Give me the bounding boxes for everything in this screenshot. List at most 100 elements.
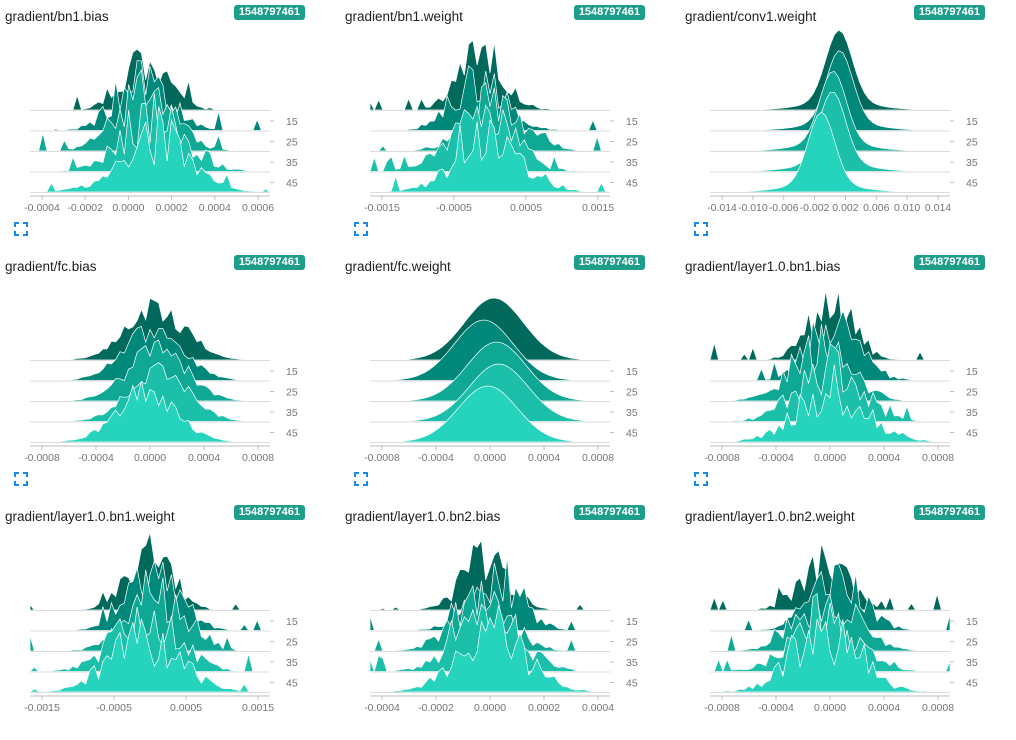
- step-label: 15: [966, 116, 978, 128]
- run-badge: 1548797461: [913, 255, 985, 270]
- x-tick-label: 0.0000: [134, 452, 166, 464]
- step-label: 15: [966, 366, 978, 378]
- expand-icon[interactable]: [14, 472, 28, 486]
- histogram-slice: [370, 385, 610, 443]
- histogram-plot: 15 25 35 45 -0.0008 -0.0004 0.0000 0.0004 0.0008: [704, 543, 978, 714]
- x-tick-label: 0.0000: [474, 702, 506, 714]
- histogram-slice: [30, 68, 270, 152]
- histogram-slice: [29, 607, 270, 672]
- step-label: 25: [966, 137, 978, 149]
- step-label: 45: [626, 428, 638, 440]
- x-tick-label: 0.014: [925, 202, 951, 214]
- expand-icon[interactable]: [694, 222, 708, 236]
- step-label: 45: [966, 678, 978, 690]
- histogram-card: 15 25 35 45 -0.0015 -0.0005 0.0005 0.0015 gradi…: [340, 0, 660, 240]
- x-tick-label: -0.0004: [758, 452, 794, 464]
- step-label: 45: [286, 428, 298, 440]
- run-badge: 1548797461: [233, 505, 305, 520]
- x-tick-label: 0.0008: [922, 702, 954, 714]
- x-tick-label: 0.0000: [814, 452, 846, 464]
- x-tick-label: 0.0000: [474, 452, 506, 464]
- step-label: 45: [286, 178, 298, 190]
- run-badge: 1548797461: [573, 255, 645, 270]
- x-tick-label: -0.0004: [758, 702, 794, 714]
- x-tick-label: -0.0004: [78, 452, 114, 464]
- x-tick-label: -0.0008: [364, 452, 400, 464]
- x-tick-label: -0.0002: [418, 702, 454, 714]
- x-tick-label: -0.0004: [364, 702, 400, 714]
- histogram-slice: [710, 364, 950, 443]
- card-title: gradient/layer1.0.bn2.bias: [345, 509, 501, 524]
- step-label: 25: [286, 637, 298, 649]
- histogram-card: 15 25 35 45 -0.0004 -0.0002 0.0000 0.0002 0.0004…: [0, 0, 320, 240]
- histogram-card: 15 25 35 45 -0.0008 -0.0004 0.0000 0.0004 0.0008…: [680, 250, 1000, 490]
- x-tick-label: 0.002: [832, 202, 858, 214]
- card-title: gradient/conv1.weight: [685, 9, 817, 24]
- step-label: 15: [286, 116, 298, 128]
- step-label: 25: [286, 137, 298, 149]
- expand-icon[interactable]: [694, 472, 708, 486]
- x-tick-label: -0.0015: [24, 702, 60, 714]
- step-label: 25: [626, 137, 638, 149]
- histogram-card: 15 25 35 45 -0.0008 -0.0004 0.0000 0.0004 0.0008…: [680, 500, 1000, 740]
- run-badge: 1548797461: [233, 5, 305, 20]
- x-tick-label: 0.0004: [868, 702, 900, 714]
- x-tick-label: 0.0004: [199, 202, 231, 214]
- step-label: 35: [966, 657, 978, 669]
- step-label: 35: [286, 157, 298, 169]
- x-tick-label: 0.0005: [510, 202, 542, 214]
- histogram-card: 15 25 35 45 -0.0008 -0.0004 0.0000 0.0004 0.0008…: [340, 250, 660, 490]
- histogram-slice: [370, 580, 610, 652]
- card-title: gradient/fc.bias: [5, 259, 97, 274]
- x-tick-label: 0.0000: [814, 702, 846, 714]
- histogram-slice: [30, 106, 272, 193]
- step-label: 25: [626, 637, 638, 649]
- x-tick-label: 0.0004: [582, 702, 614, 714]
- x-tick-label: -0.0005: [436, 202, 472, 214]
- card-title: gradient/bn1.weight: [345, 9, 463, 24]
- card-title: gradient/layer1.0.bn1.weight: [5, 509, 175, 524]
- histogram-card: 15 25 35 45 -0.0004 -0.0002 0.0000 0.0002 0.0004…: [340, 500, 660, 740]
- expand-icon[interactable]: [354, 472, 368, 486]
- histogram-plot: 15 25 35 45 -0.0008 -0.0004 0.0000 0.0004 0.0008: [364, 297, 638, 464]
- x-tick-label: 0.0004: [868, 452, 900, 464]
- histogram-plot: 15 25 35 45 -0.0008 -0.0004 0.0000 0.0004 0.0008: [704, 290, 978, 464]
- x-tick-label: 0.0002: [156, 202, 188, 214]
- x-tick-label: 0.0008: [922, 452, 954, 464]
- step-label: 45: [626, 178, 638, 190]
- step-label: 25: [966, 637, 978, 649]
- x-tick-label: 0.0008: [582, 452, 614, 464]
- histogram-card: 15 25 35 45 -0.0015 -0.0005 0.0005 0.0015 gradi…: [0, 500, 320, 740]
- x-tick-label: -0.0004: [418, 452, 454, 464]
- histogram-plot: 15 25 35 45 -0.014 -0.010 -0.006 -0.002 0.002 0.0…: [707, 29, 978, 214]
- run-badge: 1548797461: [913, 505, 985, 520]
- expand-icon[interactable]: [14, 222, 28, 236]
- x-tick-label: 0.0015: [582, 202, 614, 214]
- run-badge: 1548797461: [573, 5, 645, 20]
- x-tick-label: -0.0005: [96, 702, 132, 714]
- histogram-plot: 15 25 35 45 -0.0004 -0.0002 0.0000 0.0002 0.0004: [364, 539, 638, 714]
- step-label: 15: [286, 616, 298, 628]
- step-label: 15: [626, 616, 638, 628]
- histogram-slice: [30, 325, 270, 381]
- expand-icon[interactable]: [354, 222, 368, 236]
- x-tick-label: 0.0006: [242, 202, 274, 214]
- histogram-plot: 15 25 35 45 -0.0015 -0.0005 0.0005 0.0015: [364, 39, 638, 214]
- x-tick-label: -0.0008: [704, 452, 740, 464]
- step-label: 25: [286, 387, 298, 399]
- histogram-plot: 15 25 35 45 -0.0004 -0.0002 0.0000 0.0002 0.0004…: [24, 48, 298, 214]
- step-label: 15: [626, 116, 638, 128]
- histogram-slice: [29, 569, 270, 652]
- x-tick-label: -0.0004: [24, 202, 60, 214]
- x-tick-label: 0.0005: [170, 702, 202, 714]
- step-label: 35: [626, 157, 638, 169]
- x-tick-label: -0.006: [769, 202, 799, 214]
- x-tick-label: 0.0004: [188, 452, 220, 464]
- x-tick-label: 0.0015: [242, 702, 274, 714]
- x-tick-label: -0.0002: [67, 202, 103, 214]
- run-badge: 1548797461: [233, 255, 305, 270]
- step-label: 15: [626, 366, 638, 378]
- histogram-slice: [710, 343, 950, 422]
- step-label: 45: [966, 178, 978, 190]
- step-label: 25: [626, 387, 638, 399]
